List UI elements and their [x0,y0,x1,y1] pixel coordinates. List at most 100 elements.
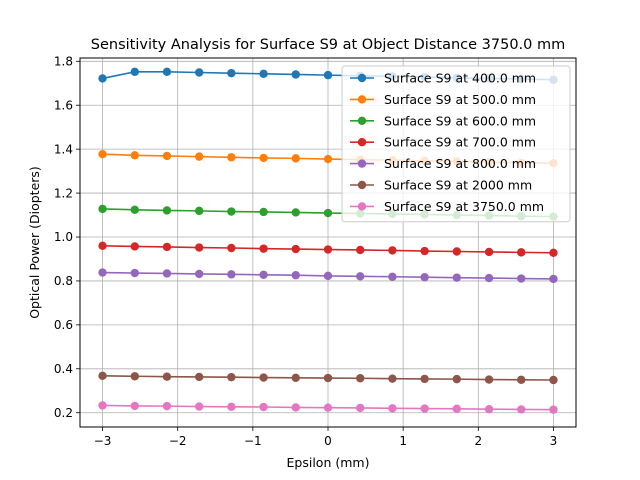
grid [80,58,576,427]
data-point [259,153,268,163]
data-point [484,273,494,283]
data-point [194,269,204,279]
legend-swatch-marker [357,116,367,126]
data-point [549,248,558,258]
legend-swatch-marker [357,95,367,104]
legend-item: Surface S9 at 500.0 mm [350,92,536,107]
data-point [162,269,172,278]
data-point [452,404,462,413]
data-point [98,74,107,83]
legend-item: Surface S9 at 700.0 mm [350,135,536,150]
data-point [323,70,333,80]
data-point [194,243,204,252]
data-point [323,271,333,281]
data-point [98,268,107,277]
data-point [356,403,365,413]
data-point [227,372,236,382]
data-point [323,373,333,383]
data-point [194,402,204,411]
data-point [388,404,397,413]
data-point [227,68,236,78]
data-point [259,244,268,253]
data-point [162,401,172,411]
data-point [484,375,494,384]
data-point [130,205,139,214]
x-tick-label: 1 [399,434,407,448]
legend-swatch-marker [357,202,367,211]
data-point [227,207,236,216]
data-point [162,372,172,381]
data-point [259,373,268,382]
data-point [291,70,300,79]
data-point [517,274,526,283]
x-tick-label: −3 [94,434,112,448]
data-point [130,67,139,77]
data-point [98,204,107,214]
legend-swatch-marker [357,138,367,147]
data-point [452,273,462,282]
data-point [259,207,268,217]
data-point [194,152,204,161]
x-tick-label: −1 [244,434,262,448]
data-point [452,374,462,384]
x-tick-label: −2 [169,434,187,448]
legend-swatch-marker [357,180,367,190]
data-point [291,208,300,217]
legend-item: Surface S9 at 800.0 mm [350,156,536,171]
x-axis-label: Epsilon (mm) [287,455,370,470]
data-point [227,243,236,253]
data-point [227,270,236,279]
data-point [323,208,333,218]
y-axis-label: Optical Power (Diopters) [27,166,42,319]
x-tick-label: 3 [550,434,558,448]
legend-label: Surface S9 at 2000 mm [384,178,532,193]
legend: Surface S9 at 400.0 mm Surface S9 at 500.… [341,65,571,223]
data-point [162,151,172,161]
y-tick-label: 1.0 [54,230,73,244]
legend-item: Surface S9 at 600.0 mm [350,113,536,128]
legend-item: Surface S9 at 2000 mm [350,178,532,193]
data-point [259,270,268,279]
legend-item: Surface S9 at 400.0 mm [350,71,536,86]
data-point [356,245,365,255]
data-point [130,401,139,411]
data-point [227,402,236,411]
data-point [98,401,107,410]
data-point [291,373,300,382]
data-point [420,273,429,282]
data-point [356,374,365,383]
data-point [130,372,139,381]
y-tick-label: 1.4 [54,142,73,156]
data-point [291,403,300,412]
y-tick-label: 1.6 [54,98,73,112]
data-point [291,244,300,254]
data-point [291,154,300,163]
data-point [517,375,526,384]
legend-label: Surface S9 at 700.0 mm [384,135,536,150]
legend-box [341,65,571,223]
data-point [452,247,462,256]
data-point [162,67,172,77]
legend-swatch-marker [357,73,367,83]
legend-label: Surface S9 at 400.0 mm [384,71,536,86]
data-point [323,403,333,412]
data-point [323,154,333,164]
y-tick-label: 1.8 [54,54,73,68]
x-tick-label: 0 [324,434,332,448]
chart-title: Sensitivity Analysis for Surface S9 at O… [91,37,566,53]
data-point [549,375,558,385]
data-point [130,151,139,160]
legend-label: Surface S9 at 600.0 mm [384,113,536,128]
data-point [194,372,204,382]
data-point [484,247,494,257]
data-point [98,371,107,381]
data-point [420,374,429,384]
axis-ticks: −3 −2 −1 0 1 2 3 0.2 0.4 0.6 0.8 1.0 1.2 1.4 1.6 1.8 [54,54,557,448]
data-point [162,206,172,215]
data-point [259,402,268,412]
y-tick-label: 0.8 [54,274,73,288]
data-point [356,272,365,281]
legend-label: Surface S9 at 500.0 mm [384,92,536,107]
data-point [517,248,526,257]
